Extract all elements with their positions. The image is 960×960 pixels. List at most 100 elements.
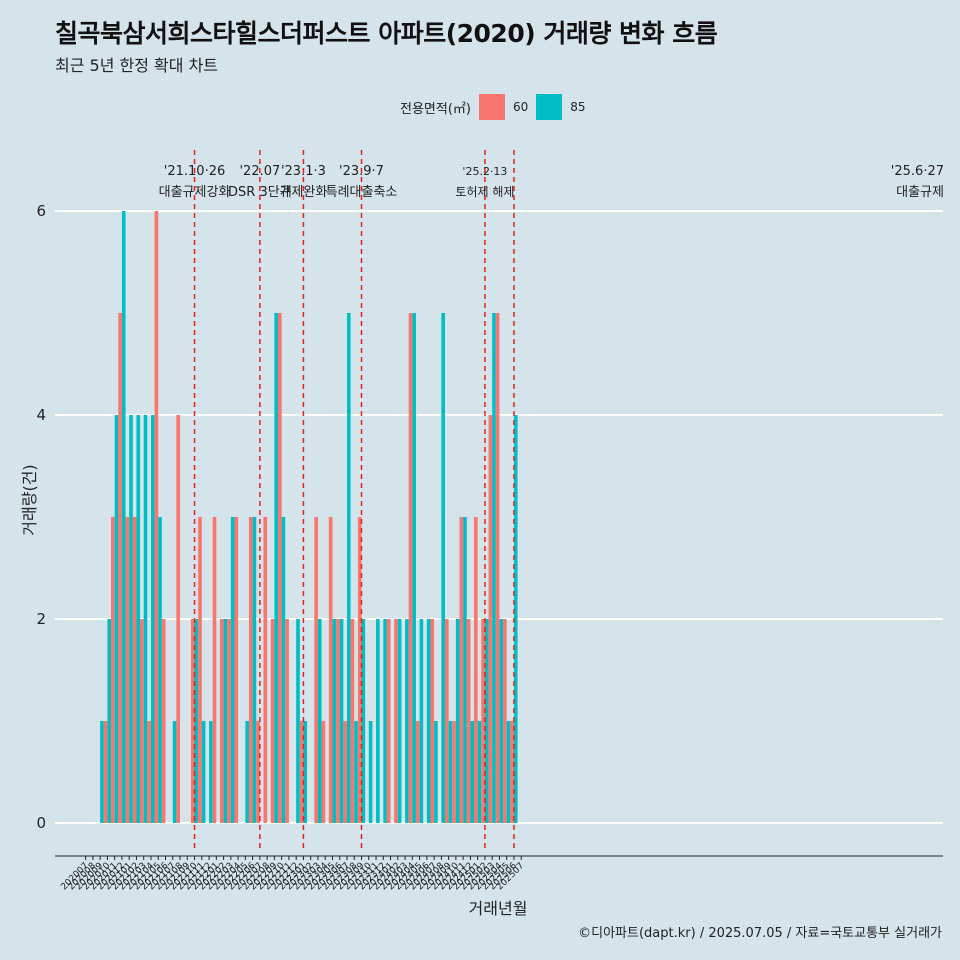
legend-title: 전용면적(㎡) (400, 101, 471, 117)
bar-85-202412 (470, 721, 475, 823)
chart-title: 칠곡북삼서희스타힐스더퍼스트 아파트(2020) 거래량 변화 흐름 (55, 19, 718, 48)
bar-85-202011 (114, 415, 119, 823)
bar-60-202108 (176, 415, 181, 823)
bar-85-202202 (223, 619, 228, 823)
bar-60-202309 (357, 517, 362, 823)
bar-85-202305 (332, 619, 337, 823)
bar-85-202404 (412, 313, 416, 823)
bar-60-202301 (299, 721, 304, 823)
bar-85-202107 (172, 721, 177, 823)
bar-85-202501 (477, 721, 482, 823)
legend-label-60: 60 (512, 100, 529, 114)
bar-60-202204 (234, 517, 239, 823)
bar-85-202205 (245, 721, 249, 823)
bar-60-202304 (321, 721, 326, 823)
y-tick-label: 0 (36, 814, 46, 832)
bar-85-202308 (354, 721, 358, 823)
bar-60-202106 (161, 619, 166, 823)
bar-85-202504 (499, 619, 504, 823)
source-caption: ©디아파트(dapt.kr) / 2025.07.05 / 자료=국토교통부 실… (578, 926, 942, 941)
bar-60-202401 (386, 619, 391, 823)
bar-85-202306 (339, 619, 344, 823)
bar-60-202505 (503, 619, 507, 823)
bar-85-202309 (361, 619, 366, 823)
bar-60-202103 (140, 619, 144, 823)
bar-85-202405 (419, 619, 424, 823)
y-axis-title: 거래량(건) (20, 464, 39, 535)
bar-60-202012 (118, 313, 122, 823)
bar-60-202207 (256, 721, 260, 823)
bar-85-202303 (317, 619, 322, 823)
bar-60-202303 (314, 517, 318, 823)
event-label: 대출규제강화 (159, 185, 231, 200)
bar-85-202502 (484, 619, 489, 823)
bar-85-202209 (274, 313, 279, 823)
y-tick-label: 4 (36, 406, 46, 424)
bar-60-202202 (219, 619, 224, 823)
bar-85-202103 (143, 415, 148, 823)
bar-60-202210 (278, 313, 282, 823)
bar-85-202403 (405, 619, 409, 823)
bar-60-202206 (248, 517, 253, 823)
bar-85-202409 (448, 721, 453, 823)
bar-60-202104 (147, 721, 151, 823)
bar-85-202411 (463, 517, 467, 823)
bar-85-202311 (376, 619, 380, 823)
bar-60-202010 (103, 721, 108, 823)
bar-85-202101 (129, 415, 133, 823)
event-date-label: '23.1·3 (281, 164, 326, 179)
legend-key-85 (536, 94, 563, 120)
bar-60-202111 (198, 517, 202, 823)
legend-label-85: 85 (570, 100, 586, 114)
bar-60-202308 (350, 619, 355, 823)
event-label: DSR 3단계 (228, 185, 292, 200)
event-date-label: '25.2·13 (462, 165, 507, 178)
bar-85-202407 (434, 721, 438, 823)
bar-85-202210 (281, 517, 286, 823)
bar-60-202407 (430, 619, 435, 823)
bar-85-202408 (441, 313, 445, 823)
bar-85-202203 (230, 517, 235, 823)
bar-60-202502 (481, 619, 485, 823)
bar-85-202406 (426, 619, 431, 823)
bar-60-202201 (212, 517, 217, 823)
bar-60-202503 (488, 415, 493, 823)
bar-85-202505 (506, 721, 511, 823)
x-axis-title: 거래년월 (469, 899, 528, 918)
bar-85-202310 (368, 721, 373, 823)
bar-60-202110 (190, 619, 195, 823)
bar-85-202110 (194, 619, 199, 823)
bar-60-202208 (263, 517, 268, 823)
bar-85-202506 (513, 415, 518, 823)
bar-85-202010 (107, 619, 112, 823)
event-label: 특례대출축소 (326, 185, 398, 200)
bar-60-202501 (474, 517, 478, 823)
bar-85-202102 (136, 415, 141, 823)
bar-60-202203 (227, 619, 231, 823)
bar-85-202312 (383, 619, 387, 823)
bar-60-202011 (111, 517, 115, 823)
bar-60-202306 (336, 619, 340, 823)
bar-60-202409 (445, 619, 449, 823)
bar-85-202503 (492, 313, 496, 823)
bar-60-202412 (466, 619, 471, 823)
event-date-label: '23.9·7 (339, 164, 384, 179)
bar-60-202410 (452, 721, 456, 823)
bar-60-202102 (132, 517, 137, 823)
event-label: 대출규제 (896, 185, 944, 200)
bar-85-202301 (303, 721, 308, 823)
chart-subtitle: 최근 5년 한정 확대 차트 (55, 56, 219, 75)
bar-85-202410 (455, 619, 460, 823)
event-date-label: '25.6·27 (891, 164, 944, 179)
event-date-label: '22.07 (239, 164, 280, 179)
bar-60-202402 (394, 619, 398, 823)
bar-85-202012 (121, 211, 126, 823)
legend-key-60 (478, 94, 505, 120)
bar-60-202307 (343, 721, 347, 823)
bar-85-202307 (346, 313, 351, 823)
bar-85-202206 (252, 517, 257, 823)
y-tick-label: 6 (36, 202, 46, 220)
legend: 전용면적(㎡) 60 85 (400, 94, 594, 120)
event-label: 규제완화 (280, 185, 328, 200)
